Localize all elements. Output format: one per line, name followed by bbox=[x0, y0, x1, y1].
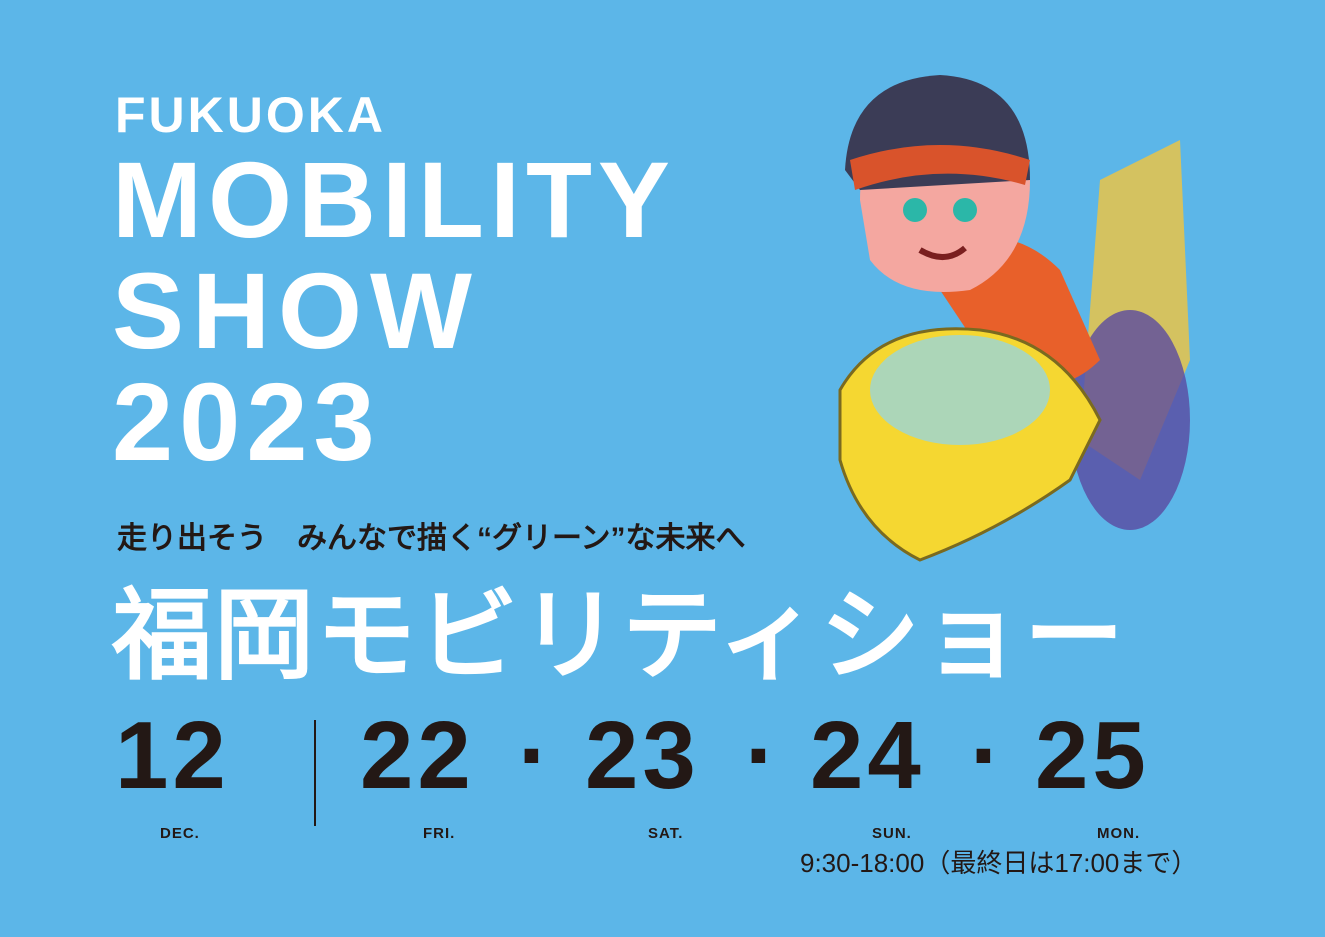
title-mobility: MOBILITY bbox=[112, 139, 676, 260]
divider bbox=[314, 720, 316, 826]
event-day: 25 bbox=[1035, 702, 1150, 809]
date-separator: · bbox=[518, 702, 554, 809]
opening-hours: 9:30-18:00（最終日は17:00まで） bbox=[800, 848, 1198, 878]
date-separator: · bbox=[970, 702, 1006, 809]
weekday-label: SUN. bbox=[872, 825, 912, 842]
event-day: 24 bbox=[810, 702, 925, 809]
tagline: 走り出そう みんなで描く“グリーン”な未来へ bbox=[117, 522, 746, 555]
date-separator: · bbox=[745, 702, 781, 809]
weekday-label: FRI. bbox=[423, 825, 456, 842]
rider-illustration bbox=[800, 60, 1240, 580]
weekday-label: MON. bbox=[1097, 825, 1141, 842]
weekday-label: SAT. bbox=[648, 825, 684, 842]
title-fukuoka: FUKUOKA bbox=[115, 87, 386, 143]
event-month: 12 bbox=[115, 702, 230, 809]
month-label: DEC. bbox=[160, 825, 200, 842]
title-year: 2023 bbox=[112, 361, 381, 484]
event-day: 22 bbox=[360, 702, 475, 809]
event-day: 23 bbox=[585, 702, 700, 809]
title-show: SHOW bbox=[112, 250, 480, 371]
japanese-title: 福岡モビリティショー bbox=[112, 580, 1126, 692]
